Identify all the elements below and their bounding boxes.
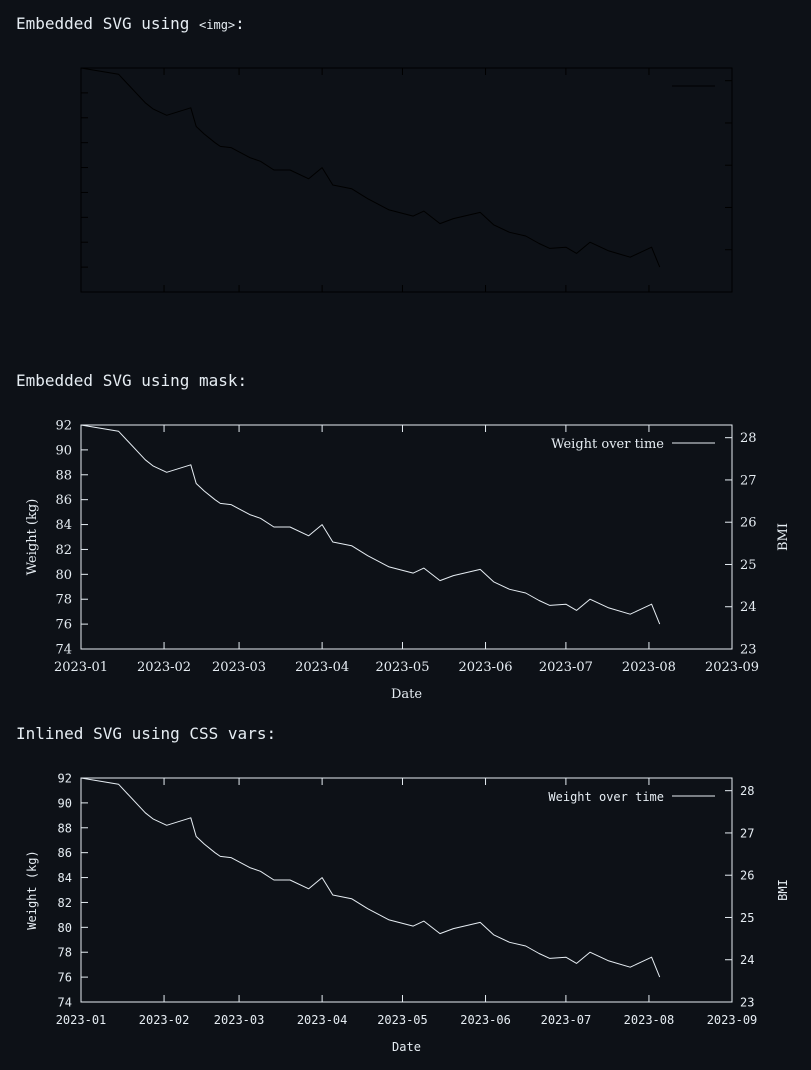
y-tick-label: 84 — [55, 518, 72, 533]
legend-label: Weight over time — [548, 790, 664, 804]
y-tick-label: 86 — [58, 846, 72, 860]
y-tick-label: 92 — [58, 772, 72, 786]
plot-border — [80, 67, 733, 293]
y-tick-label: 80 — [58, 921, 72, 935]
x-tick-label: 2023-02 — [139, 1013, 190, 1027]
y2-tick-label: 25 — [740, 911, 754, 925]
y-tick-label: 76 — [55, 618, 72, 633]
y2-axis-label: BMI — [776, 523, 791, 551]
section-title-mask: Embedded SVG using mask: — [16, 371, 248, 390]
series-line-weight — [80, 424, 661, 625]
section-title-img-prefix: Embedded SVG using — [16, 14, 200, 33]
y-axis-label: Weight (kg) — [25, 499, 40, 576]
y2-tick-label: 26 — [740, 516, 757, 531]
y-tick-label: 78 — [58, 946, 72, 960]
y-axis-label: Weight (kg) — [25, 850, 39, 929]
x-tick-label: 2023-06 — [459, 660, 513, 675]
x-tick-label: 2023-01 — [54, 660, 108, 675]
y2-axis-label: BMI — [776, 879, 790, 901]
x-tick-label: 2023-08 — [622, 660, 676, 675]
x-tick-label: 2023-08 — [624, 1013, 675, 1027]
y-tick-label: 80 — [55, 568, 72, 583]
y2-tick-label: 26 — [740, 869, 754, 883]
weight-chart-mask: 74 76 78 80 82 84 86 88 90 92 23 24 25 26 27 28 2023-01 2… — [25, 419, 791, 703]
img-tag-code: <img> — [199, 18, 236, 32]
x-axis-label: Date — [391, 687, 422, 702]
y-tick-label: 90 — [55, 443, 72, 458]
y-tick-label: 82 — [55, 543, 72, 558]
legend-label: Weight over time — [551, 437, 664, 452]
y2-tick-label: 25 — [740, 558, 757, 573]
x-axis-label: Date — [392, 1040, 421, 1054]
y2-tick-label: 28 — [740, 431, 757, 446]
y-tick-label: 92 — [55, 419, 72, 434]
weight-chart-css-vars: 74 76 78 80 82 84 86 88 90 92 23 24 25 26 27 28 2023-01 2… — [25, 772, 790, 1055]
series-line-weight — [80, 67, 661, 268]
x-tick-label: 2023-04 — [295, 660, 349, 675]
x-tick-label: 2023-04 — [297, 1013, 348, 1027]
y2-tick-label: 24 — [740, 953, 754, 967]
y2-tick-label: 24 — [740, 600, 757, 615]
y2-tick-label: 23 — [740, 996, 754, 1010]
x-tick-label: 2023-03 — [214, 1013, 265, 1027]
y2-tick-label: 28 — [740, 784, 754, 798]
y-tick-label: 88 — [55, 468, 72, 483]
series-line-weight — [80, 777, 661, 978]
y-tick-label: 74 — [55, 643, 72, 658]
x-tick-label: 2023-05 — [377, 1013, 428, 1027]
weight-chart-img — [80, 67, 733, 293]
y-tick-label: 82 — [58, 896, 72, 910]
plot-border — [80, 777, 733, 1003]
x-tick-label: 2023-02 — [137, 660, 191, 675]
y2-tick-label: 23 — [740, 643, 757, 658]
x-tick-label: 2023-07 — [539, 660, 593, 675]
y-tick-label: 76 — [58, 971, 72, 985]
x-tick-label: 2023-05 — [375, 660, 429, 675]
plot-border — [80, 424, 733, 650]
x-tick-label: 2023-07 — [541, 1013, 592, 1027]
y2-tick-label: 27 — [740, 473, 757, 488]
y-tick-label: 90 — [58, 796, 72, 810]
section-title-img-suffix: : — [235, 14, 245, 33]
x-tick-label: 2023-09 — [705, 660, 759, 675]
y-tick-label: 78 — [55, 593, 72, 608]
y-tick-label: 88 — [58, 821, 72, 835]
y2-tick-label: 27 — [740, 826, 754, 840]
x-tick-label: 2023-01 — [56, 1013, 107, 1027]
y-tick-label: 84 — [58, 871, 72, 885]
x-tick-label: 2023-03 — [212, 660, 266, 675]
x-tick-label: 2023-06 — [460, 1013, 511, 1027]
section-title-css-vars: Inlined SVG using CSS vars: — [16, 724, 277, 743]
x-tick-label: 2023-09 — [707, 1013, 758, 1027]
y-tick-label: 74 — [58, 996, 72, 1010]
y-tick-label: 86 — [55, 493, 72, 508]
section-title-img: Embedded SVG using <img>: — [16, 14, 245, 35]
